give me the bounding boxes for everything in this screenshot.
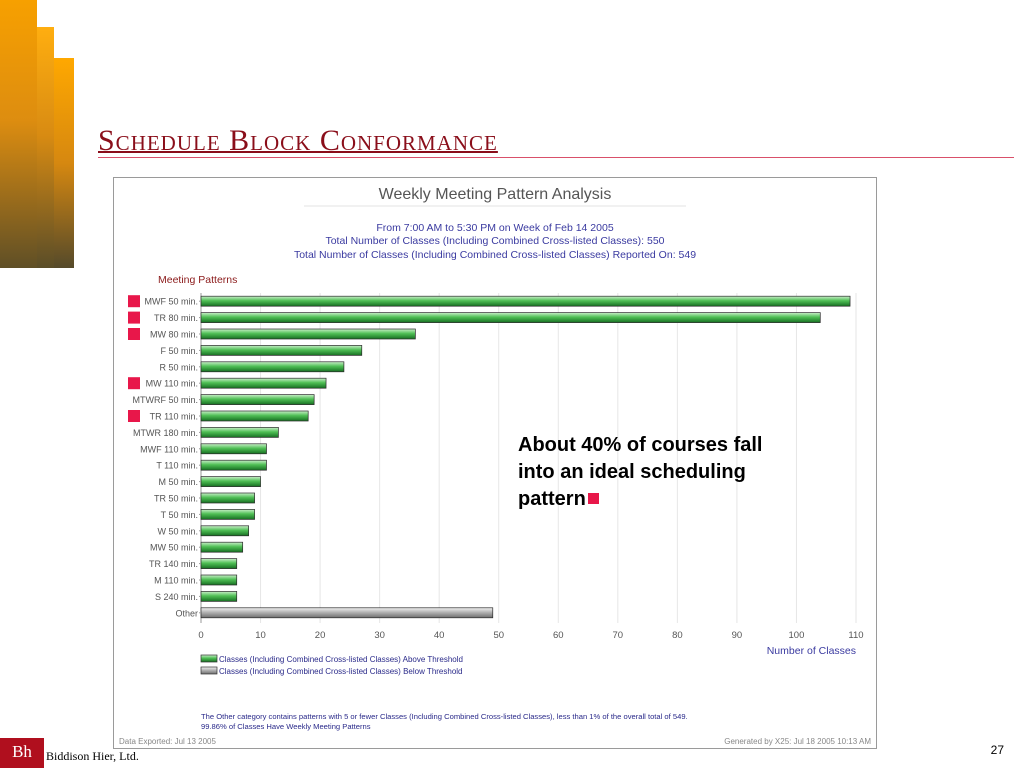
x-tick-label: 20 — [315, 630, 326, 641]
slide-title: Schedule Block Conformance — [98, 124, 498, 157]
ideal-pattern-marker — [128, 328, 140, 340]
category-label: TR 140 min. — [149, 559, 198, 569]
bars — [200, 295, 851, 619]
ideal-pattern-markers — [128, 295, 140, 422]
title-divider — [98, 157, 1014, 158]
category-label: TR 80 min. — [154, 313, 198, 323]
bar-above-threshold — [200, 492, 255, 504]
category-label: MTWRF 50 min. — [132, 395, 198, 405]
category-label: MW 80 min. — [150, 330, 198, 340]
bar-above-threshold — [200, 525, 249, 537]
x-tick-label: 50 — [493, 630, 504, 641]
x-tick-label: 90 — [732, 630, 743, 641]
bar-chart: Weekly Meeting Pattern Analysis From 7:0… — [119, 186, 871, 746]
x-axis-label: Number of Classes — [767, 645, 856, 657]
x-tick-label: 0 — [198, 630, 203, 641]
category-label: TR 50 min. — [154, 494, 198, 504]
bar-above-threshold — [200, 459, 267, 471]
x-tick-label: 100 — [789, 630, 805, 641]
bar-below-threshold — [200, 607, 494, 619]
legend: Classes (Including Combined Cross-listed… — [200, 654, 463, 676]
category-label: S 240 min. — [155, 592, 198, 602]
ideal-pattern-marker — [128, 311, 140, 324]
chart-subtitle-1: From 7:00 AM to 5:30 PM on Week of Feb 1… — [376, 222, 614, 234]
export-info: Data Exported: Jul 13 2005 — [119, 737, 217, 746]
x-tick-labels: 0 10 20 30 40 50 60 70 80 90 100 110 — [198, 630, 863, 641]
category-label: R 50 min. — [159, 362, 198, 372]
bar-above-threshold — [200, 476, 261, 487]
footnote-2: 99.86% of Classes Have Weekly Meeting Pa… — [201, 722, 371, 731]
bar-above-threshold — [200, 361, 345, 373]
bar-above-threshold — [200, 312, 821, 323]
category-label: MW 110 min. — [146, 379, 198, 389]
y-axis-label: Meeting Patterns — [158, 274, 237, 286]
bar-above-threshold — [200, 591, 238, 602]
decorative-bar — [37, 27, 54, 268]
bar-above-threshold — [200, 345, 363, 356]
bar-above-threshold — [200, 443, 267, 455]
category-label: MTWR 180 min. — [133, 428, 198, 438]
legend-swatch-below — [200, 666, 218, 675]
company-name: Biddison Hier, Ltd. — [46, 749, 139, 763]
chart-panel: Weekly Meeting Pattern Analysis From 7:0… — [113, 177, 877, 749]
bar-above-threshold — [200, 394, 315, 405]
callout-label: About 40% of courses fall into an ideal … — [518, 434, 763, 510]
legend-swatch-above — [200, 654, 218, 663]
category-label: MW 50 min. — [150, 543, 198, 553]
legend-label-above: Classes (Including Combined Cross-listed… — [219, 655, 463, 664]
category-label: T 50 min. — [161, 510, 198, 520]
bar-above-threshold — [200, 574, 238, 586]
x-tick-label: 30 — [374, 630, 385, 641]
generated-info: Generated by X25: Jul 18 2005 10:13 AM — [724, 737, 871, 746]
bar-above-threshold — [200, 427, 279, 438]
company-logo: Bh — [0, 738, 44, 768]
bar-above-threshold — [200, 541, 244, 553]
chart-title: Weekly Meeting Pattern Analysis — [379, 186, 612, 203]
category-label: W 50 min. — [157, 526, 198, 536]
category-labels: MWF 50 min. TR 80 min. MW 80 min. F 50 min.… — [132, 297, 201, 618]
x-tick-label: 110 — [848, 630, 863, 641]
decorative-bar — [54, 58, 74, 268]
page-number: 27 — [990, 743, 1004, 757]
x-tick-label: 40 — [434, 630, 445, 641]
category-label: MWF 50 min. — [144, 297, 198, 307]
category-label: M 110 min. — [154, 576, 198, 586]
bar-above-threshold — [200, 328, 416, 340]
category-label: M 50 min. — [158, 477, 198, 487]
category-label: TR 110 min. — [150, 412, 198, 422]
chart-subtitle-3: Total Number of Classes (Including Combi… — [294, 249, 696, 261]
chart-subtitle-2: Total Number of Classes (Including Combi… — [325, 235, 664, 247]
category-label: Other — [175, 608, 198, 618]
category-label: T 110 min. — [156, 461, 198, 471]
bar-above-threshold — [200, 558, 238, 569]
bar-above-threshold — [200, 377, 327, 389]
x-tick-label: 80 — [672, 630, 683, 641]
category-label: MWF 110 min. — [140, 444, 198, 454]
legend-label-below: Classes (Including Combined Cross-listed… — [219, 667, 463, 676]
callout-marker — [587, 493, 599, 504]
decorative-bar — [0, 0, 37, 268]
bar-above-threshold — [200, 410, 309, 422]
bar-above-threshold — [200, 509, 255, 520]
callout-text: About 40% of courses fall into an ideal … — [518, 432, 778, 513]
x-tick-label: 70 — [613, 630, 624, 641]
bar-above-threshold — [200, 295, 851, 307]
category-label: F 50 min. — [160, 346, 198, 356]
ideal-pattern-marker — [128, 410, 140, 422]
ideal-pattern-marker — [128, 377, 140, 390]
footnote-1: The Other category contains patterns wit… — [201, 712, 688, 721]
ideal-pattern-marker — [128, 295, 140, 308]
x-tick-label: 10 — [255, 630, 266, 641]
x-tick-label: 60 — [553, 630, 564, 641]
